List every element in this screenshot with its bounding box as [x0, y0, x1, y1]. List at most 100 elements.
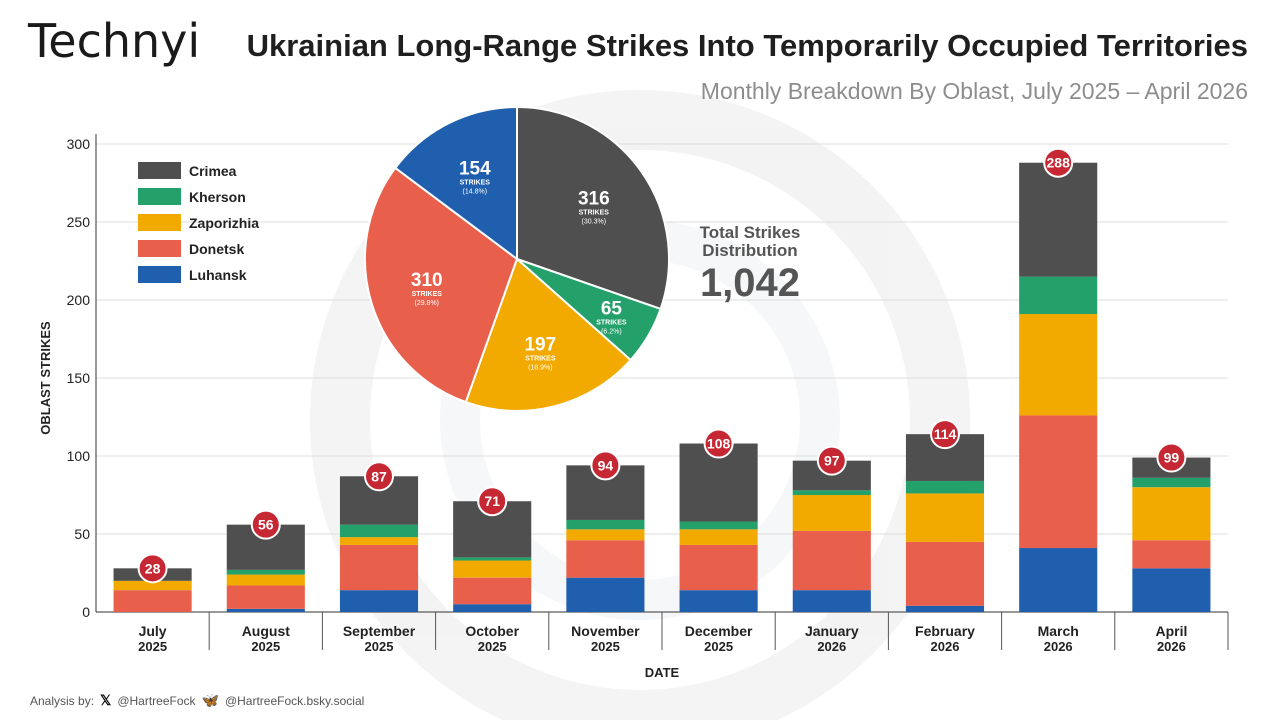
bar-segment-zaporizhia	[113, 580, 192, 591]
total-badge	[816, 445, 847, 476]
total-badge	[590, 450, 621, 481]
y-tick-label: 0	[82, 604, 90, 620]
bar-segment-donetsk	[1132, 540, 1211, 569]
bar-segment-donetsk	[113, 590, 192, 612]
pie-value-label: 197	[524, 334, 556, 355]
x-tick-year: 2025	[365, 639, 394, 654]
legend-label: Kherson	[189, 189, 246, 205]
legend-label: Zaporizhia	[189, 215, 259, 231]
x-tick-year: 2025	[138, 639, 167, 654]
legend-label: Crimea	[189, 163, 237, 179]
logo-text: Technyi	[28, 14, 201, 68]
x-tick-year: 2025	[591, 639, 620, 654]
total-badge	[477, 486, 508, 517]
y-tick-label: 100	[67, 448, 91, 464]
pie-chart: 316STRIKES(30.3%)65STRIKES(6.2%)197STRIK…	[364, 105, 800, 412]
total-label: 114	[934, 426, 957, 442]
x-tick-label: February	[915, 623, 975, 639]
bar-segment-luhansk	[226, 608, 305, 612]
footer-x-handle[interactable]: @HartreeFock	[117, 693, 196, 708]
bar-segment-zaporizhia	[1019, 314, 1098, 416]
bar-segment-crimea	[1019, 162, 1098, 277]
butterfly-icon: 🦋	[201, 692, 219, 708]
bar-segment-luhansk	[453, 604, 532, 612]
legend-swatch	[138, 162, 181, 179]
bar-segment-luhansk	[792, 590, 871, 612]
chart-title: Ukrainian Long-Range Strikes Into Tempor…	[246, 28, 1248, 63]
legend-swatch	[138, 188, 181, 205]
total-label: 71	[484, 493, 500, 509]
pie-percent-label: (30.3%)	[582, 218, 607, 225]
legend: Crimea Kherson Zaporizhia Donetsk Luhansk	[138, 162, 259, 283]
x-tick-label: September	[343, 623, 416, 639]
x-tick-label: July	[139, 623, 167, 639]
bar-segment-luhansk	[1132, 568, 1211, 612]
pie-slice-luhansk	[393, 105, 518, 261]
bar-segment-kherson	[1019, 276, 1098, 315]
bar-segment-kherson	[226, 569, 305, 575]
x-logo-icon: 𝕏	[100, 692, 112, 708]
total-label: 99	[1164, 450, 1180, 466]
legend-swatch	[138, 240, 181, 257]
x-tick-year: 2026	[931, 639, 960, 654]
bar-segment-zaporizhia	[453, 560, 532, 578]
y-tick-label: 200	[67, 292, 91, 308]
footer-bsky-handle[interactable]: @HartreeFock.bsky.social	[224, 693, 365, 708]
total-badge	[930, 419, 960, 450]
pie-unit-label: STRIKES	[596, 319, 627, 326]
pie-percent-label: (18.9%)	[528, 364, 553, 371]
bar-segment-kherson	[566, 519, 645, 530]
bar-segment-zaporizhia	[566, 529, 645, 541]
x-tick-label: October	[465, 623, 519, 639]
bar-segment-zaporizhia	[226, 574, 305, 586]
bar-segment-donetsk	[339, 544, 419, 591]
pie-value-label: 310	[411, 270, 443, 291]
bar-segment-zaporizhia	[905, 493, 985, 542]
legend-swatch	[138, 214, 181, 231]
bar-segment-donetsk	[1019, 415, 1098, 549]
total-label: 288	[1047, 155, 1071, 171]
pie-slice-zaporizhia	[464, 257, 633, 412]
bar-segment-donetsk	[453, 577, 532, 605]
bar-segment-kherson	[679, 521, 758, 530]
y-tick-label: 50	[74, 526, 90, 542]
bar-segment-luhansk	[1019, 548, 1098, 612]
total-label: 28	[145, 560, 161, 576]
pie-percent-label: (14.8%)	[463, 189, 488, 196]
pie-unit-label: STRIKES	[579, 209, 610, 216]
footer-prefix: Analysis by:	[30, 693, 95, 708]
bar-segment-donetsk	[226, 585, 305, 609]
x-tick-year: 2026	[1157, 639, 1186, 654]
bar-segment-luhansk	[566, 577, 645, 612]
x-tick-label: March	[1038, 623, 1079, 639]
x-tick-label: January	[805, 623, 859, 639]
x-tick-year: 2025	[251, 639, 280, 654]
x-tick-label: August	[242, 623, 291, 639]
pie-total-value: 1,042	[700, 261, 800, 305]
chart-subtitle: Monthly Breakdown By Oblast, July 2025 –…	[700, 78, 1248, 104]
pie-unit-label: STRIKES	[460, 180, 491, 187]
pie-value-label: 316	[578, 188, 610, 209]
total-badge	[1156, 442, 1187, 473]
bar-segment-luhansk	[905, 605, 985, 612]
total-label: 94	[598, 457, 614, 473]
x-tick-year: 2025	[704, 639, 733, 654]
pie-percent-label: (6.2%)	[601, 328, 622, 335]
y-axis-label: OBLAST STRIKES	[38, 321, 53, 435]
bar-segment-zaporizhia	[679, 529, 758, 545]
pie-percent-label: (29.8%)	[415, 300, 440, 307]
pie-unit-label: STRIKES	[525, 355, 556, 362]
pie-value-label: 154	[459, 159, 491, 180]
total-label: 108	[707, 436, 731, 452]
bar-segment-zaporizhia	[339, 537, 419, 545]
bar-segment-zaporizhia	[792, 495, 871, 531]
x-tick-label: April	[1155, 623, 1187, 639]
pie-unit-label: STRIKES	[412, 291, 443, 298]
logo: Technyi	[28, 14, 200, 68]
total-badge	[137, 553, 168, 584]
total-label: 56	[258, 517, 274, 533]
bar-segment-kherson	[792, 490, 871, 495]
total-badge	[703, 428, 734, 459]
bar-segment-zaporizhia	[1132, 487, 1211, 541]
